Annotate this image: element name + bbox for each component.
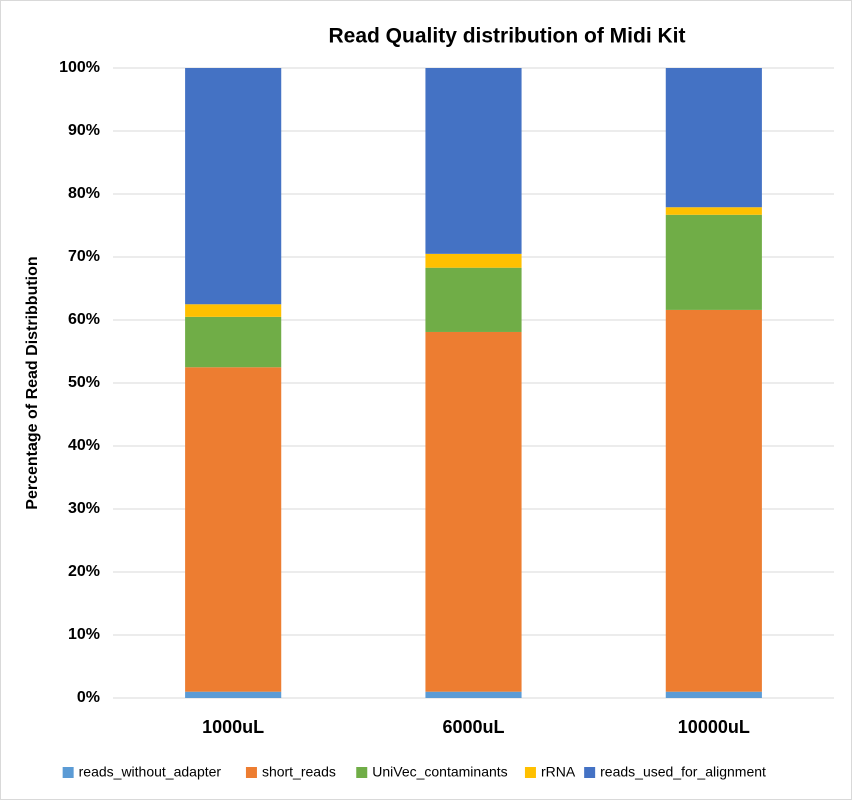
legend-swatch [62, 767, 74, 778]
legend-label: UniVec_contaminants [372, 764, 507, 780]
bar-segment [665, 309, 762, 692]
bar-segment [185, 691, 282, 698]
bar-segment [185, 367, 282, 692]
y-tick-label: 60% [68, 311, 100, 328]
bar-segment [665, 691, 762, 698]
y-tick-label: 100% [59, 59, 100, 76]
y-tick-label: 80% [68, 185, 100, 202]
legend-swatch [524, 767, 536, 778]
bar-segment [665, 207, 762, 215]
x-tick-label: 1000uL [202, 717, 264, 737]
legend-label: rRNA [541, 764, 576, 780]
y-tick-label: 50% [68, 374, 100, 391]
bar-segment [425, 691, 522, 698]
bar-segment [425, 253, 522, 268]
y-tick-label: 20% [68, 563, 100, 580]
y-tick-label: 40% [68, 437, 100, 454]
y-axis-label: Percentage of Read Distribbution [24, 256, 41, 509]
legend-swatch [245, 767, 257, 778]
bar-segment [425, 267, 522, 332]
bar-segment [185, 68, 282, 305]
y-tick-label: 10% [68, 626, 100, 643]
y-tick-label: 90% [68, 122, 100, 139]
bar-segment [665, 68, 762, 208]
x-tick-label: 6000uL [442, 717, 504, 737]
y-tick-label: 0% [77, 689, 100, 706]
bar-segment [425, 68, 522, 254]
y-tick-label: 30% [68, 500, 100, 517]
legend-swatch [356, 767, 368, 778]
legend-label: reads_without_adapter [79, 764, 222, 780]
bar-segment [665, 214, 762, 310]
chart-title: Read Quality distribution of Midi Kit [329, 25, 686, 48]
legend-swatch [584, 767, 596, 778]
bar-segment [185, 316, 282, 368]
legend-label: short_reads [262, 764, 336, 780]
x-tick-label: 10000uL [678, 717, 750, 737]
bar-segment [425, 331, 522, 692]
bar-segment [185, 304, 282, 317]
legend-label: reads_used_for_alignment [600, 764, 766, 780]
y-tick-label: 70% [68, 248, 100, 265]
